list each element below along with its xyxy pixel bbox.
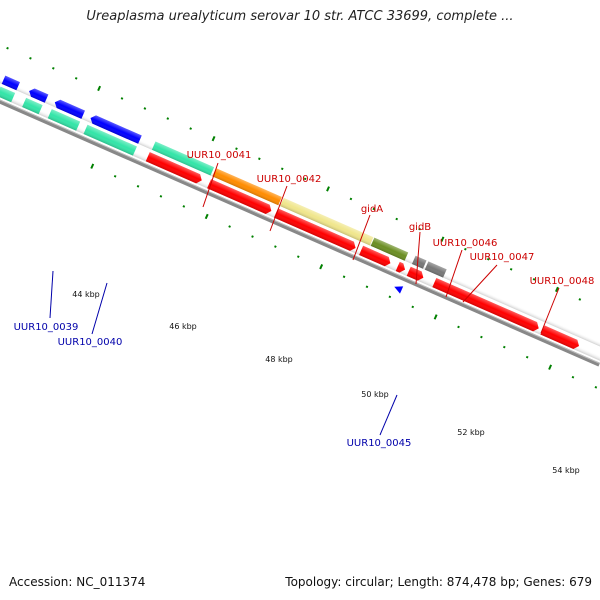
tick-mark [303, 177, 307, 181]
scale-label: 48 kbp [265, 355, 293, 364]
tick-mark [159, 195, 163, 198]
genome-backbone [0, 73, 600, 367]
gene-label-uur10-0041[interactable]: UUR10_0041 [187, 150, 252, 161]
gene-label-uur10-0040[interactable]: UUR10_0040 [58, 337, 123, 348]
tick-mark [258, 157, 261, 161]
tick-mark [280, 167, 284, 171]
genome-backbone-highlight [0, 73, 600, 364]
genome-summary-text: Topology: circular; Length: 874,478 bp; … [285, 575, 592, 589]
map-title: Ureaplasma urealyticum serovar 10 str. A… [86, 9, 514, 24]
scale-label: 54 kbp [552, 466, 580, 475]
tick-mark [6, 46, 9, 50]
tick-mark [97, 85, 102, 92]
tick-mark [29, 56, 32, 60]
leader-lines [49, 162, 560, 436]
tick-mark [274, 245, 277, 248]
tick-mark [74, 77, 78, 80]
tick-mark [395, 217, 399, 221]
inner-tick-row [90, 163, 598, 389]
tick-mark [464, 247, 467, 251]
tick-mark [433, 314, 438, 320]
tick-mark [204, 213, 209, 220]
gene-arrow-uur10-0045[interactable] [393, 283, 404, 294]
tick-mark [555, 286, 559, 293]
accession-text: Accession: NC_011374 [9, 575, 146, 589]
track-shading [0, 59, 600, 350]
tick-mark [509, 267, 513, 271]
gene-label-uur10-0048[interactable]: UUR10_0048 [530, 276, 595, 287]
tick-mark [502, 345, 506, 349]
tick-mark [349, 197, 353, 201]
scale-label: 46 kbp [169, 322, 197, 331]
gene-label-uur10-0046[interactable]: UUR10_0046 [433, 238, 498, 249]
tick-mark [113, 174, 117, 178]
tick-mark [440, 236, 445, 242]
track-shading [0, 70, 600, 362]
tick-mark [525, 355, 529, 359]
tick-mark [228, 225, 231, 228]
tick-mark [372, 207, 376, 211]
gene-label-uur10-0042[interactable]: UUR10_0042 [257, 174, 322, 185]
scale-labels: 44 kbp 46 kbp 48 kbp 50 kbp 52 kbp 54 kb… [72, 290, 580, 475]
tick-mark [189, 127, 192, 130]
scale-label: 50 kbp [361, 390, 389, 399]
gene-labels: UUR10_0041 UUR10_0042 gidA gidB UUR10_00… [14, 150, 595, 449]
outer-tick-row [6, 46, 582, 301]
leader-line-uur10-0040 [91, 282, 108, 335]
tick-mark [365, 285, 369, 289]
tick-mark [594, 385, 598, 389]
tick-mark [143, 107, 147, 110]
tick-mark [342, 275, 346, 279]
tick-mark [486, 257, 490, 261]
tick-mark [457, 325, 460, 329]
tick-mark [235, 147, 238, 151]
leader-line-uur10-0046 [445, 249, 463, 298]
gene-label-gidb[interactable]: gidB [409, 222, 431, 233]
tick-mark [548, 364, 553, 370]
scale-label: 44 kbp [72, 290, 100, 299]
leader-line-uur10-0047 [462, 264, 498, 303]
gene-label-gida[interactable]: gidA [361, 204, 383, 215]
leader-line-gida [352, 214, 371, 261]
leader-line-uur10-0045 [379, 394, 398, 436]
tick-mark [571, 375, 575, 379]
tick-mark [326, 186, 330, 192]
tick-mark [578, 298, 582, 301]
scale-label: 52 kbp [457, 428, 485, 437]
tick-mark [296, 255, 300, 258]
tick-mark [411, 305, 415, 309]
leader-line-uur10-0042 [269, 185, 288, 232]
tick-mark [136, 184, 140, 188]
tick-mark [166, 117, 170, 120]
gene-label-uur10-0047[interactable]: UUR10_0047 [470, 252, 535, 263]
leader-line-gidb [415, 231, 421, 285]
gene-label-uur10-0045[interactable]: UUR10_0045 [347, 438, 412, 449]
tick-mark [182, 205, 186, 208]
tick-mark [251, 235, 254, 238]
tick-mark [211, 135, 216, 142]
tick-mark [480, 335, 483, 339]
tick-mark [52, 66, 55, 70]
tick-mark [319, 264, 324, 270]
tick-mark [532, 278, 536, 281]
leader-line-uur10-0041 [202, 162, 219, 208]
tick-mark [120, 97, 124, 100]
tick-mark [90, 163, 95, 169]
tick-mark [388, 295, 392, 299]
gene-track [0, 59, 600, 362]
tick-mark [418, 227, 421, 231]
leader-line-uur10-0039 [49, 270, 54, 319]
leader-line-uur10-0048 [540, 287, 560, 334]
gene-label-uur10-0039[interactable]: UUR10_0039 [14, 322, 79, 333]
